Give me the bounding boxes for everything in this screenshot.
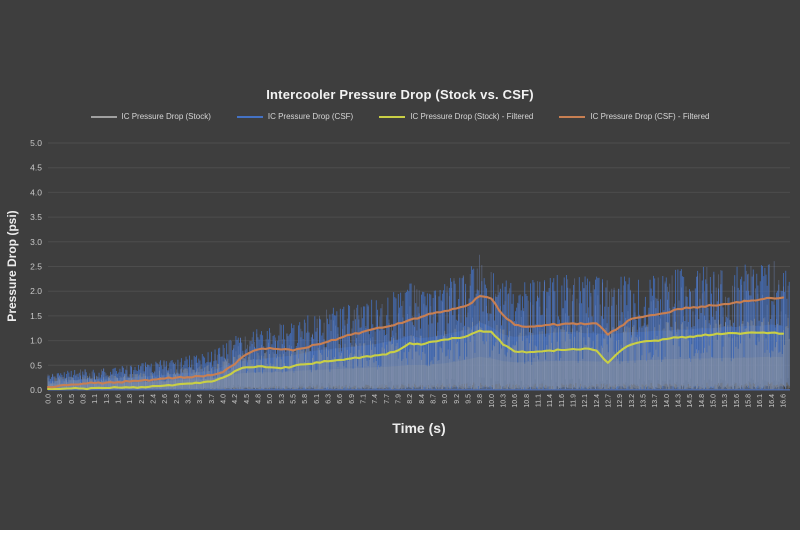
legend-swatch-stock bbox=[90, 115, 117, 118]
svg-text:16.1: 16.1 bbox=[757, 394, 764, 408]
svg-text:12.7: 12.7 bbox=[606, 394, 613, 408]
chart-title: Intercooler Pressure Drop (Stock vs. CSF… bbox=[266, 87, 534, 102]
svg-text:15.8: 15.8 bbox=[746, 394, 753, 408]
legend-swatch-stock-filtered bbox=[379, 115, 406, 118]
svg-text:3.0: 3.0 bbox=[30, 237, 42, 247]
svg-text:5.8: 5.8 bbox=[302, 394, 309, 404]
svg-text:2.0: 2.0 bbox=[30, 286, 42, 296]
legend: IC Pressure Drop (Stock) IC Pressure Dro… bbox=[0, 112, 800, 121]
svg-text:9.2: 9.2 bbox=[454, 394, 461, 404]
svg-text:8.7: 8.7 bbox=[431, 394, 438, 404]
svg-text:0.3: 0.3 bbox=[57, 394, 64, 404]
svg-text:7.9: 7.9 bbox=[396, 394, 403, 404]
legend-item-csf-filtered: IC Pressure Drop (CSF) - Filtered bbox=[559, 112, 710, 121]
svg-text:4.2: 4.2 bbox=[232, 394, 239, 404]
svg-text:13.5: 13.5 bbox=[641, 394, 648, 408]
legend-label-csf-filtered: IC Pressure Drop (CSF) - Filtered bbox=[590, 112, 710, 121]
legend-swatch-csf bbox=[236, 115, 263, 118]
svg-text:3.2: 3.2 bbox=[186, 394, 193, 404]
svg-text:6.9: 6.9 bbox=[349, 394, 356, 404]
legend-label-csf: IC Pressure Drop (CSF) bbox=[267, 112, 354, 121]
svg-text:16.6: 16.6 bbox=[781, 394, 788, 408]
svg-text:6.3: 6.3 bbox=[326, 394, 333, 404]
svg-text:2.6: 2.6 bbox=[162, 394, 169, 404]
svg-text:5.5: 5.5 bbox=[291, 394, 298, 404]
svg-text:0.5: 0.5 bbox=[30, 360, 42, 370]
svg-text:14.3: 14.3 bbox=[676, 394, 683, 408]
svg-text:4.0: 4.0 bbox=[221, 394, 228, 404]
svg-text:9.8: 9.8 bbox=[477, 394, 484, 404]
svg-text:0.5: 0.5 bbox=[69, 394, 76, 404]
svg-text:8.2: 8.2 bbox=[407, 394, 414, 404]
svg-text:15.3: 15.3 bbox=[722, 394, 729, 408]
svg-text:6.1: 6.1 bbox=[314, 394, 321, 404]
legend-item-stock: IC Pressure Drop (Stock) bbox=[90, 112, 211, 121]
svg-text:1.8: 1.8 bbox=[127, 394, 134, 404]
svg-text:0.8: 0.8 bbox=[81, 394, 88, 404]
svg-text:1.0: 1.0 bbox=[30, 336, 42, 346]
svg-text:10.6: 10.6 bbox=[512, 394, 519, 408]
svg-text:9.0: 9.0 bbox=[442, 394, 449, 404]
svg-text:12.4: 12.4 bbox=[594, 394, 601, 408]
svg-text:1.3: 1.3 bbox=[104, 394, 111, 404]
svg-text:2.9: 2.9 bbox=[174, 394, 181, 404]
svg-text:0.0: 0.0 bbox=[46, 394, 53, 404]
svg-text:4.0: 4.0 bbox=[30, 187, 42, 197]
legend-item-stock-filtered: IC Pressure Drop (Stock) - Filtered bbox=[379, 112, 533, 121]
svg-text:0.0: 0.0 bbox=[30, 385, 42, 395]
svg-text:3.4: 3.4 bbox=[197, 394, 204, 404]
svg-text:2.5: 2.5 bbox=[30, 262, 42, 272]
legend-swatch-csf-filtered bbox=[559, 115, 586, 118]
svg-text:14.8: 14.8 bbox=[699, 394, 706, 408]
svg-text:15.6: 15.6 bbox=[734, 394, 741, 408]
svg-text:13.7: 13.7 bbox=[652, 394, 659, 408]
svg-text:14.0: 14.0 bbox=[664, 394, 671, 408]
svg-text:5.3: 5.3 bbox=[279, 394, 286, 404]
svg-text:6.6: 6.6 bbox=[337, 394, 344, 404]
svg-text:14.5: 14.5 bbox=[687, 394, 694, 408]
svg-text:5.0: 5.0 bbox=[30, 138, 42, 148]
y-axis-tick-labels: 0.0 0.5 1.0 1.5 2.0 2.5 3.0 3.5 4.0 4.5 5.0 bbox=[30, 138, 42, 395]
svg-text:10.8: 10.8 bbox=[524, 394, 531, 408]
svg-text:10.3: 10.3 bbox=[501, 394, 508, 408]
svg-text:12.9: 12.9 bbox=[617, 394, 624, 408]
legend-label-stock: IC Pressure Drop (Stock) bbox=[121, 112, 211, 121]
svg-text:15.0: 15.0 bbox=[711, 394, 718, 408]
svg-text:1.5: 1.5 bbox=[30, 311, 42, 321]
svg-text:4.8: 4.8 bbox=[256, 394, 263, 404]
image-bottom-border bbox=[0, 530, 800, 533]
svg-text:9.5: 9.5 bbox=[466, 394, 473, 404]
svg-text:5.0: 5.0 bbox=[267, 394, 274, 404]
series-csf-filtered bbox=[46, 295, 785, 389]
svg-text:3.5: 3.5 bbox=[30, 212, 42, 222]
svg-text:4.5: 4.5 bbox=[30, 163, 42, 173]
svg-text:7.1: 7.1 bbox=[361, 394, 368, 404]
svg-text:13.2: 13.2 bbox=[629, 394, 636, 408]
svg-text:12.1: 12.1 bbox=[582, 394, 589, 408]
svg-text:3.7: 3.7 bbox=[209, 394, 216, 404]
svg-text:11.6: 11.6 bbox=[559, 394, 566, 407]
svg-text:2.1: 2.1 bbox=[139, 394, 146, 404]
legend-item-csf: IC Pressure Drop (CSF) bbox=[236, 112, 354, 121]
svg-text:4.5: 4.5 bbox=[244, 394, 251, 404]
svg-text:8.4: 8.4 bbox=[419, 394, 426, 404]
svg-text:7.4: 7.4 bbox=[372, 394, 379, 404]
x-axis-title: Time (s) bbox=[392, 420, 446, 436]
svg-text:11.1: 11.1 bbox=[536, 394, 543, 407]
legend-label-stock-filtered: IC Pressure Drop (Stock) - Filtered bbox=[410, 112, 534, 121]
svg-text:2.4: 2.4 bbox=[151, 394, 158, 404]
svg-text:1.6: 1.6 bbox=[116, 394, 123, 404]
svg-text:1.1: 1.1 bbox=[92, 394, 99, 404]
series-stock-filtered bbox=[46, 329, 785, 391]
x-axis-tick-labels: 0.0 0.3 0.5 0.8 1.1 1.3 1.6 1.8 2.1 2.4 2.6 2.9 3.2 3… bbox=[46, 394, 788, 408]
svg-text:16.4: 16.4 bbox=[769, 394, 776, 408]
svg-text:11.9: 11.9 bbox=[571, 394, 578, 407]
svg-text:7.7: 7.7 bbox=[384, 394, 391, 404]
svg-text:10.0: 10.0 bbox=[489, 394, 496, 408]
svg-text:11.4: 11.4 bbox=[547, 394, 554, 407]
